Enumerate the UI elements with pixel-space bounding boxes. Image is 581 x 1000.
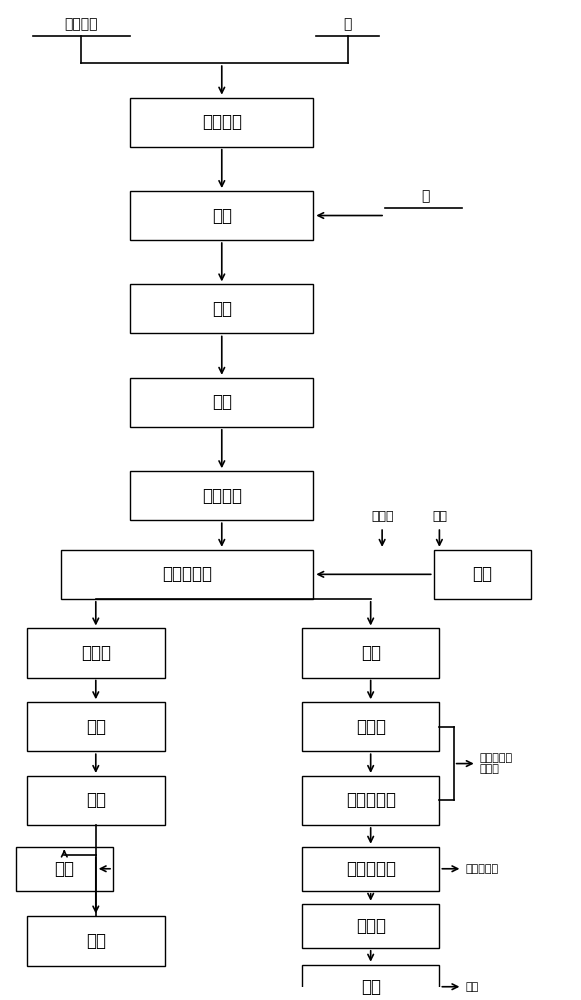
Text: 水: 水 bbox=[421, 189, 429, 203]
Text: 烟气: 烟气 bbox=[361, 644, 381, 662]
Text: 搞拌混匀: 搞拌混匀 bbox=[202, 113, 242, 131]
Text: 布袋除尘灰: 布袋除尘灰 bbox=[465, 864, 498, 874]
Bar bbox=[130, 191, 313, 240]
Text: 风机: 风机 bbox=[472, 565, 492, 583]
Text: 制粒: 制粒 bbox=[212, 207, 232, 225]
Bar bbox=[130, 98, 313, 147]
Bar bbox=[302, 965, 439, 1000]
Bar bbox=[130, 378, 313, 427]
Bar bbox=[433, 550, 531, 599]
Text: 沉降室: 沉降室 bbox=[356, 718, 386, 736]
Bar bbox=[302, 776, 439, 825]
Bar bbox=[62, 550, 313, 599]
Bar bbox=[302, 904, 439, 948]
Bar bbox=[302, 847, 439, 891]
Text: 空气: 空气 bbox=[432, 510, 447, 523]
Bar bbox=[27, 916, 164, 966]
Text: 沉降和表面
冷却灰: 沉降和表面 冷却灰 bbox=[479, 753, 512, 774]
Bar bbox=[302, 628, 439, 678]
Bar bbox=[16, 847, 113, 891]
Text: 定量给料: 定量给料 bbox=[202, 487, 242, 505]
Bar bbox=[130, 471, 313, 520]
Text: 次氧化锌: 次氧化锌 bbox=[64, 18, 98, 32]
Text: 大气: 大气 bbox=[465, 982, 478, 992]
Bar bbox=[27, 776, 164, 825]
Text: 回转窑焙烧: 回转窑焙烧 bbox=[163, 565, 213, 583]
Text: 冷却: 冷却 bbox=[86, 718, 106, 736]
Bar bbox=[302, 702, 439, 751]
Text: 热焙砂: 热焙砂 bbox=[81, 644, 111, 662]
Text: 破碎: 破碎 bbox=[54, 860, 74, 878]
Text: 天然气: 天然气 bbox=[371, 510, 393, 523]
Text: 表面冷却器: 表面冷却器 bbox=[346, 791, 396, 809]
Text: 晌干: 晌干 bbox=[212, 300, 232, 318]
Text: 烟囱: 烟囱 bbox=[361, 978, 381, 996]
Text: 布袋除尘器: 布袋除尘器 bbox=[346, 860, 396, 878]
Text: 筛分: 筛分 bbox=[86, 791, 106, 809]
Text: 料仓: 料仓 bbox=[212, 393, 232, 411]
Bar bbox=[130, 284, 313, 333]
Text: 水: 水 bbox=[343, 18, 352, 32]
Bar bbox=[27, 628, 164, 678]
Text: 装袋: 装袋 bbox=[86, 932, 106, 950]
Text: 脱硫塔: 脱硫塔 bbox=[356, 917, 386, 935]
Bar bbox=[27, 702, 164, 751]
